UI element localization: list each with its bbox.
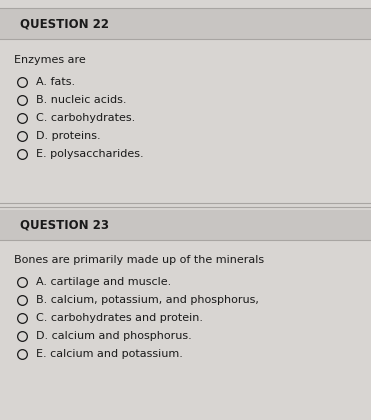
Bar bbox=[0, 9, 371, 39]
Text: C. carbohydrates.: C. carbohydrates. bbox=[36, 113, 135, 123]
Bar bbox=[0, 210, 371, 240]
Text: B. calcium, potassium, and phosphorus,: B. calcium, potassium, and phosphorus, bbox=[36, 295, 259, 305]
Text: D. calcium and phosphorus.: D. calcium and phosphorus. bbox=[36, 331, 192, 341]
Text: Bones are primarily made up of the minerals: Bones are primarily made up of the miner… bbox=[14, 255, 264, 265]
Text: E. polysaccharides.: E. polysaccharides. bbox=[36, 149, 144, 159]
Text: E. calcium and potassium.: E. calcium and potassium. bbox=[36, 349, 183, 359]
Text: D. proteins.: D. proteins. bbox=[36, 131, 101, 141]
Text: A. fats.: A. fats. bbox=[36, 77, 75, 87]
Text: QUESTION 22: QUESTION 22 bbox=[20, 18, 109, 31]
Text: A. cartilage and muscle.: A. cartilage and muscle. bbox=[36, 277, 171, 287]
Text: QUESTION 23: QUESTION 23 bbox=[20, 218, 109, 231]
Text: Enzymes are: Enzymes are bbox=[14, 55, 86, 65]
Text: B. nucleic acids.: B. nucleic acids. bbox=[36, 95, 127, 105]
Text: C. carbohydrates and protein.: C. carbohydrates and protein. bbox=[36, 313, 203, 323]
